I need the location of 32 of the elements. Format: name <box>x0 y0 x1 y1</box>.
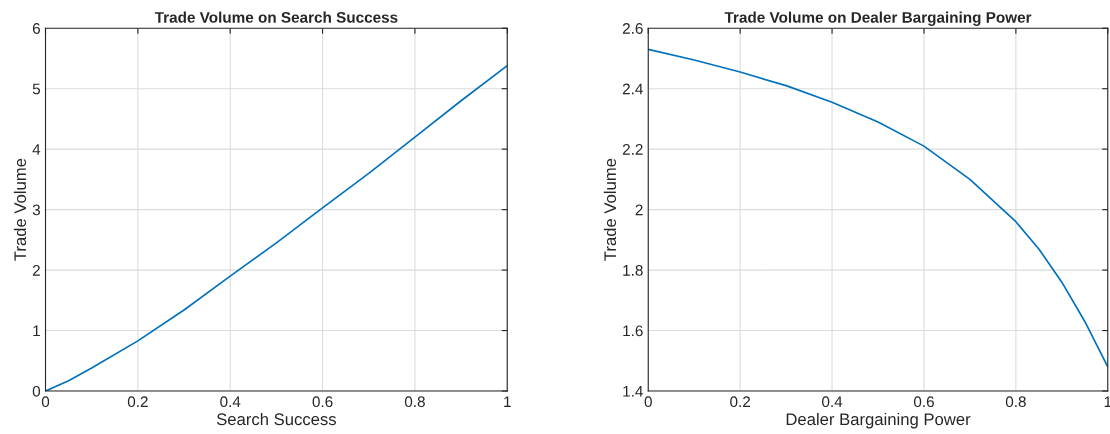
x-tick-label: 0.4 <box>822 396 843 408</box>
y-tick-label: 3 <box>32 204 40 216</box>
x-tick-label: 0.4 <box>220 396 241 408</box>
y-axis-title: Trade Volume <box>13 158 27 261</box>
y-tick-label: 4 <box>32 144 41 155</box>
y-tick-label: 5 <box>32 83 41 95</box>
y-tick-label: 2 <box>635 204 643 216</box>
y-tick-label: 2.4 <box>622 83 643 95</box>
x-tick-label: 0.8 <box>404 396 425 408</box>
y-tick-label: 6 <box>32 23 40 34</box>
line-series <box>648 48 1108 368</box>
x-tick-label: 0 <box>41 396 50 408</box>
y-tick-label: 2 <box>32 264 40 276</box>
x-tick-label: 0.6 <box>312 396 333 408</box>
y-tick-label: 1 <box>33 325 40 337</box>
y-tick-label: 1.4 <box>623 386 643 397</box>
y-axis-title: Trade Volume <box>603 158 617 261</box>
y-tick-label: 2.6 <box>622 23 643 34</box>
y-tick-label: 1.8 <box>623 264 643 276</box>
y-tick-label: 2.2 <box>622 144 643 155</box>
x-tick-label: 0.6 <box>913 396 934 408</box>
y-tick-label: 0 <box>32 385 41 397</box>
x-tick-label: 0.2 <box>730 396 750 408</box>
chart-title: Trade Volume on Search Success <box>154 11 398 23</box>
x-tick-label: 0.8 <box>1005 396 1026 408</box>
x-tick-label: 0.2 <box>127 396 148 408</box>
chart-title: Trade Volume on Dealer Bargaining Power <box>724 11 1032 26</box>
x-tick-label: 0 <box>644 396 652 408</box>
x-tick-label: 1 <box>504 396 511 407</box>
x-axis-title: Search Success <box>216 412 336 426</box>
x-axis-title: Dealer Bargaining Power <box>786 412 971 429</box>
y-tick-label: 1.6 <box>623 325 643 337</box>
